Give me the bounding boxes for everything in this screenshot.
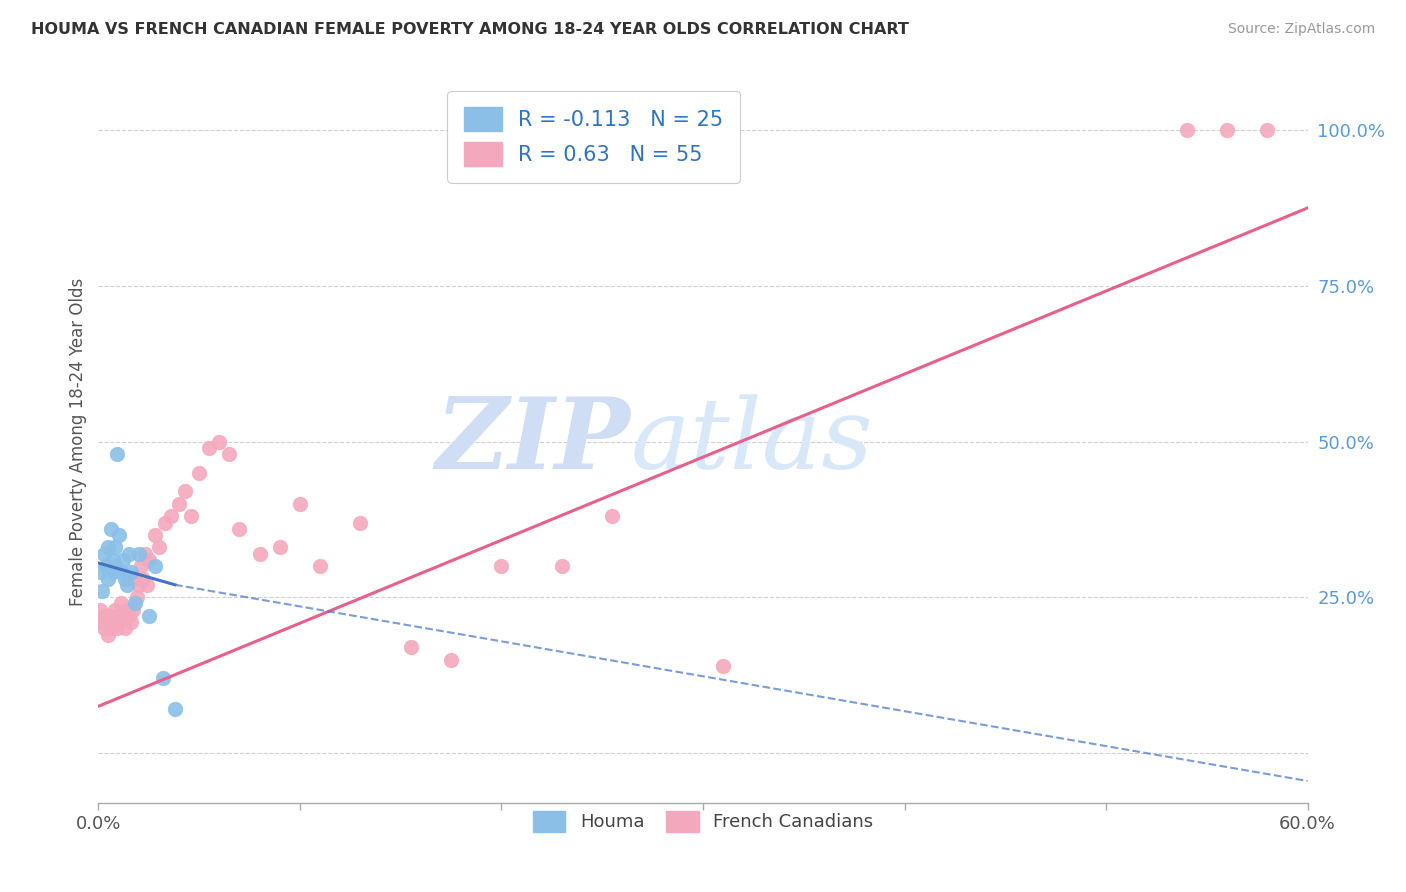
Point: [103, 603, 125, 617]
Point: [125, 591, 148, 605]
Point: [89, 603, 111, 617]
Point: [105, 447, 128, 461]
Point: [107, 609, 129, 624]
Text: HOUMA VS FRENCH CANADIAN FEMALE POVERTY AMONG 18-24 YEAR OLDS CORRELATION CHART: HOUMA VS FRENCH CANADIAN FEMALE POVERTY …: [31, 22, 908, 37]
Point: [153, 516, 176, 530]
Point: [124, 597, 146, 611]
Point: [103, 615, 125, 630]
Point: [218, 447, 240, 461]
Point: [138, 609, 160, 624]
Text: atlas: atlas: [630, 394, 873, 489]
Point: [91, 584, 114, 599]
Point: [138, 553, 160, 567]
Point: [120, 566, 142, 580]
Point: [105, 621, 128, 635]
Point: [1175, 123, 1198, 137]
Text: Source: ZipAtlas.com: Source: ZipAtlas.com: [1227, 22, 1375, 37]
Point: [111, 609, 134, 624]
Legend: Houma, French Canadians: Houma, French Canadians: [524, 802, 882, 841]
Point: [134, 547, 156, 561]
Point: [135, 578, 157, 592]
Point: [97, 609, 120, 624]
Point: [121, 603, 143, 617]
Point: [148, 541, 170, 555]
Point: [103, 541, 125, 555]
Point: [440, 652, 463, 666]
Point: [188, 466, 211, 480]
Point: [103, 559, 125, 574]
Point: [551, 559, 574, 574]
Point: [91, 615, 114, 630]
Point: [110, 597, 132, 611]
Point: [309, 559, 332, 574]
Point: [132, 572, 155, 586]
Point: [174, 484, 197, 499]
Point: [288, 497, 311, 511]
Point: [124, 572, 146, 586]
Point: [107, 528, 129, 542]
Point: [111, 553, 134, 567]
Point: [198, 441, 221, 455]
Point: [93, 609, 115, 624]
Point: [128, 578, 150, 592]
Point: [101, 609, 124, 624]
Point: [129, 559, 152, 574]
Point: [101, 566, 124, 580]
Point: [96, 615, 118, 630]
Point: [93, 547, 115, 561]
Point: [97, 627, 120, 641]
Point: [143, 559, 166, 574]
Point: [115, 578, 138, 592]
Point: [89, 566, 111, 580]
Point: [101, 553, 124, 567]
Point: [96, 559, 118, 574]
Point: [711, 658, 734, 673]
Point: [160, 509, 183, 524]
Text: ZIP: ZIP: [436, 393, 630, 490]
Point: [115, 603, 138, 617]
Point: [167, 497, 190, 511]
Point: [249, 547, 271, 561]
Point: [208, 434, 231, 449]
Point: [93, 621, 115, 635]
Point: [143, 528, 166, 542]
Point: [118, 547, 141, 561]
Point: [228, 522, 250, 536]
Point: [114, 572, 136, 586]
Point: [399, 640, 422, 654]
Point: [163, 702, 186, 716]
Point: [118, 609, 141, 624]
Point: [491, 559, 513, 574]
Point: [1216, 123, 1239, 137]
Point: [97, 572, 120, 586]
Point: [97, 541, 120, 555]
Point: [152, 671, 174, 685]
Y-axis label: Female Poverty Among 18-24 Year Olds: Female Poverty Among 18-24 Year Olds: [69, 277, 87, 606]
Point: [100, 621, 122, 635]
Point: [349, 516, 371, 530]
Point: [114, 621, 136, 635]
Point: [100, 522, 122, 536]
Point: [101, 615, 124, 630]
Point: [1256, 123, 1278, 137]
Point: [128, 547, 150, 561]
Point: [120, 615, 142, 630]
Point: [269, 541, 291, 555]
Point: [110, 566, 132, 580]
Point: [180, 509, 202, 524]
Point: [602, 509, 624, 524]
